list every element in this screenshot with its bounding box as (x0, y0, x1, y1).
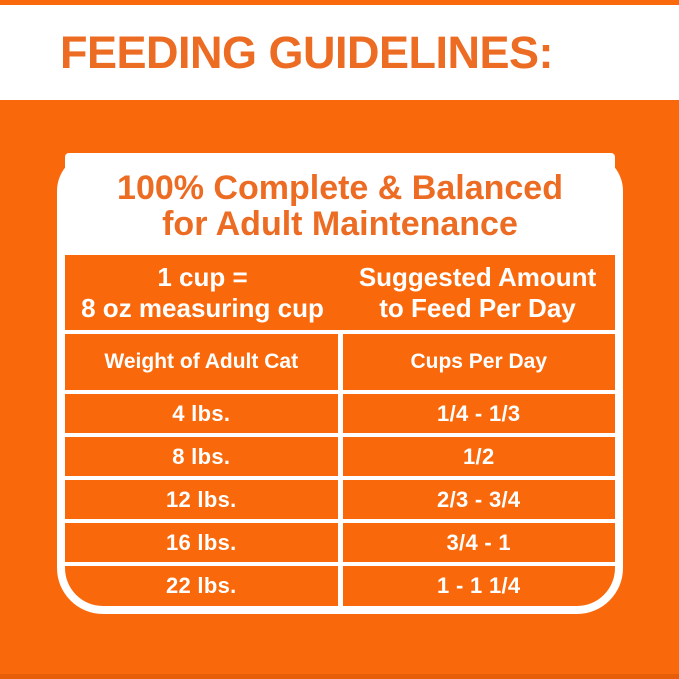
column-header-weight: Weight of Adult Cat (65, 334, 338, 390)
card-heading-line2: for Adult Maintenance (162, 205, 518, 243)
table-row: 8 lbs. 1/2 (65, 437, 615, 476)
card-heading: 100% Complete & Balanced for Adult Maint… (65, 153, 615, 255)
column-header-cups: Cups Per Day (342, 334, 615, 390)
table-row: 16 lbs. 3/4 - 1 (65, 523, 615, 562)
top-edge-strip (0, 0, 679, 5)
table-header-row: Weight of Adult Cat Cups Per Day (65, 334, 615, 390)
suggested-amount-note-line2: to Feed Per Day (379, 292, 576, 323)
guidelines-panel: 100% Complete & Balanced for Adult Maint… (0, 100, 679, 679)
weight-cell: 8 lbs. (65, 437, 338, 476)
card-heading-line1: 100% Complete & Balanced (117, 168, 563, 207)
feeding-card-inner: 100% Complete & Balanced for Adult Maint… (65, 153, 615, 606)
measuring-cup-note: 1 cup = 8 oz measuring cup (65, 255, 340, 330)
weight-cell: 12 lbs. (65, 480, 338, 519)
table-row: 4 lbs. 1/4 - 1/3 (65, 394, 615, 433)
suggested-amount-note-line1: Suggested Amount (358, 261, 597, 292)
table-subheader-band: 1 cup = 8 oz measuring cup Suggested Amo… (65, 255, 615, 330)
weight-cell: 22 lbs. (65, 566, 338, 606)
cups-cell: 1 - 1 1/4 (342, 566, 615, 606)
cups-cell: 1/2 (342, 437, 615, 476)
measuring-cup-note-line2: 8 oz measuring cup (81, 292, 324, 323)
measuring-cup-note-line1: 1 cup = (157, 261, 248, 292)
bottom-edge-strip (0, 674, 679, 679)
feeding-card: 100% Complete & Balanced for Adult Maint… (57, 153, 623, 614)
cups-cell: 3/4 - 1 (342, 523, 615, 562)
table-row: 22 lbs. 1 - 1 1/4 (65, 566, 615, 606)
weight-cell: 16 lbs. (65, 523, 338, 562)
page-title: FEEDING GUIDELINES: (60, 26, 554, 78)
title-band: FEEDING GUIDELINES: (0, 5, 679, 100)
suggested-amount-note: Suggested Amount to Feed Per Day (340, 255, 615, 330)
cups-cell: 1/4 - 1/3 (342, 394, 615, 433)
cups-cell: 2/3 - 3/4 (342, 480, 615, 519)
weight-cell: 4 lbs. (65, 394, 338, 433)
table-row: 12 lbs. 2/3 - 3/4 (65, 480, 615, 519)
